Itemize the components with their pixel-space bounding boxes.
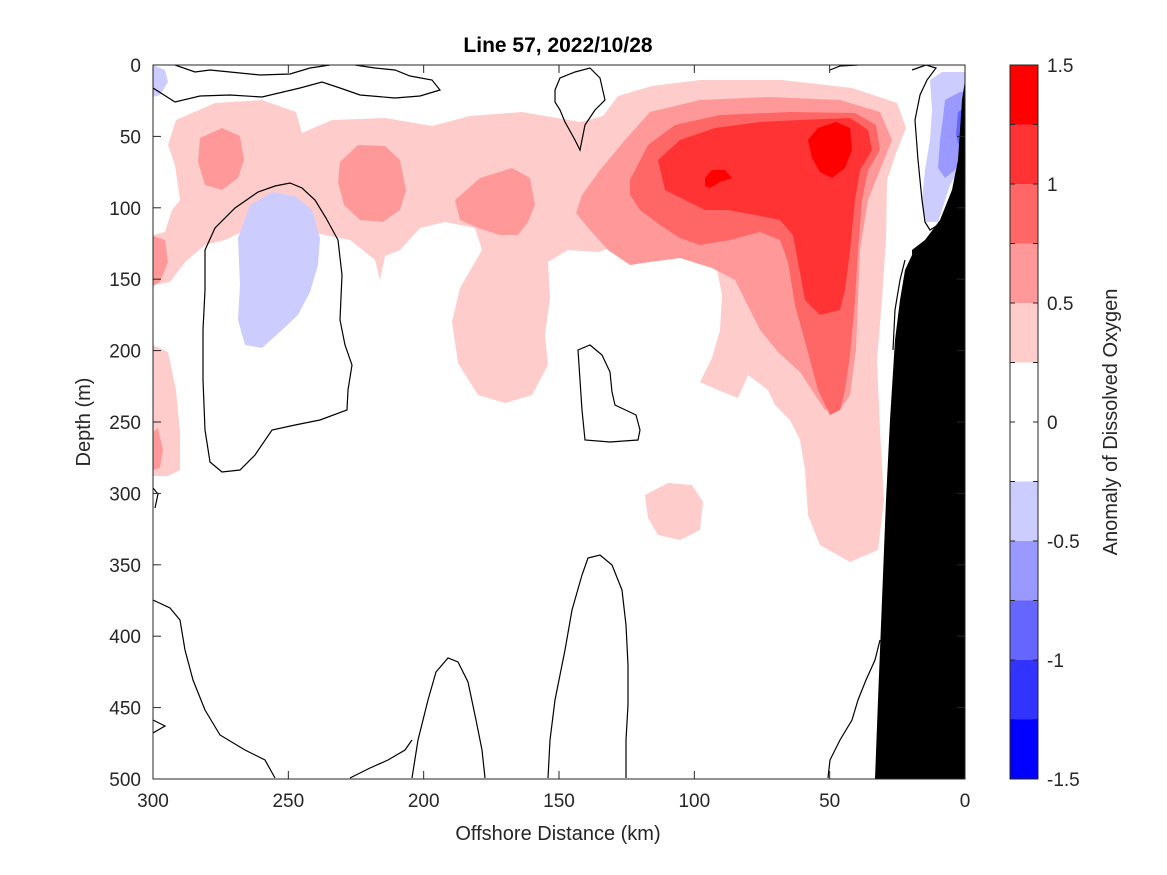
colorbar <box>1009 64 1039 780</box>
bottom-topography <box>875 80 965 779</box>
zero-contour-loop-left <box>202 182 353 473</box>
colorbar-segment <box>1010 660 1038 720</box>
x-tick-label: 150 <box>543 791 575 812</box>
y-tick-label: 500 <box>109 770 141 791</box>
colorbar-tick-label: -1 <box>1047 651 1064 672</box>
colorbar-tick-label: 0 <box>1047 413 1058 434</box>
x-tick-label: 50 <box>819 791 840 812</box>
zero-contour-bottom-left <box>153 599 276 779</box>
y-tick-label: 450 <box>109 699 141 720</box>
colorbar-label: Anomaly of Dissolved Oxygen <box>1100 289 1122 556</box>
zero-contour-bottom-loop <box>547 554 629 779</box>
plot-area <box>153 65 965 779</box>
contour-fill-pos-0.5-b <box>338 145 406 222</box>
zero-contour-bottom-hill <box>411 657 486 779</box>
contour-fill-pos-1.25-core-b <box>705 170 732 188</box>
y-tick-label: 0 <box>130 56 141 77</box>
y-axis-label: Depth (m) <box>73 378 95 467</box>
zero-contour-top-mid <box>174 65 331 76</box>
contour-fill-pos-0.25-tongue <box>790 375 880 558</box>
x-tick-label: 200 <box>408 791 440 812</box>
colorbar-segment <box>1010 422 1038 482</box>
colorbar-segment <box>1010 719 1038 779</box>
zero-contour-left-edge <box>153 719 167 734</box>
contour-fill-pos-0.5-c <box>455 168 535 235</box>
y-tick-label: 300 <box>109 484 141 505</box>
contour-fill-neg-0.25-a <box>238 192 320 348</box>
y-tick-label: 100 <box>109 199 141 220</box>
contour-fill-neg-0.25-b <box>153 65 168 97</box>
contour-fill-pos-1.25-core-a <box>808 122 852 178</box>
colorbar-segment <box>1010 303 1038 363</box>
colorbar-segment <box>1010 481 1038 541</box>
zero-contour-lines <box>153 65 939 779</box>
colorbar-tick-label: 1.5 <box>1047 56 1073 77</box>
colorbar-segment <box>1010 243 1038 303</box>
colorbar-segment <box>1010 124 1038 184</box>
y-tick-label: 350 <box>109 556 141 577</box>
y-axis-ticks: 0 50 100 150 200 250 300 350 400 450 500 <box>109 56 965 791</box>
contour-fill-pos-0.5-e <box>153 428 163 470</box>
zero-contour-mid-loop <box>577 344 641 443</box>
zero-contour-top-left <box>153 65 442 103</box>
colorbar-tick-label: -1.5 <box>1047 770 1080 791</box>
colorbar-frame <box>1009 64 1039 780</box>
contour-fill-pos-0.25-patch <box>645 483 703 540</box>
x-axis-label: Offshore Distance (km) <box>455 823 660 845</box>
x-axis-ticks: 300 250 200 150 100 50 0 <box>137 65 970 812</box>
filled-contours <box>153 65 965 562</box>
y-tick-label: 150 <box>109 270 141 291</box>
y-tick-label: 250 <box>109 413 141 434</box>
zero-contour-top-right <box>554 67 606 152</box>
colorbar-segment <box>1010 184 1038 244</box>
x-tick-label: 100 <box>678 791 710 812</box>
colorbar-segment <box>1010 600 1038 660</box>
zero-contour-right-top <box>911 65 939 231</box>
colorbar-segment <box>1010 65 1038 125</box>
colorbar-ticks: 1.5 1 0.5 0 -0.5 -1 -1.5 <box>1047 56 1080 791</box>
colorbar-segment <box>1010 541 1038 601</box>
chart-title: Line 57, 2022/10/28 <box>463 34 652 57</box>
y-tick-label: 200 <box>109 342 141 363</box>
x-tick-label: 250 <box>272 791 304 812</box>
colorbar-tick-label: 0.5 <box>1047 294 1073 315</box>
zero-contour-left-edge-b <box>153 487 159 509</box>
colorbar-tick-label: 1 <box>1047 175 1058 196</box>
zero-contour-right-slope <box>892 259 906 351</box>
y-tick-label: 50 <box>120 127 141 148</box>
contour-fill-pos-0.5-d <box>153 236 168 286</box>
x-tick-label: 300 <box>137 791 169 812</box>
colorbar-tick-label: -0.5 <box>1047 532 1080 553</box>
zero-contour-bottom-left-b <box>349 739 413 779</box>
y-tick-label: 400 <box>109 627 141 648</box>
contour-fill-pos-0.5-a <box>198 128 244 190</box>
zero-contour-right-bottom <box>827 639 881 779</box>
colorbar-segment <box>1010 362 1038 422</box>
x-tick-label: 0 <box>960 791 971 812</box>
